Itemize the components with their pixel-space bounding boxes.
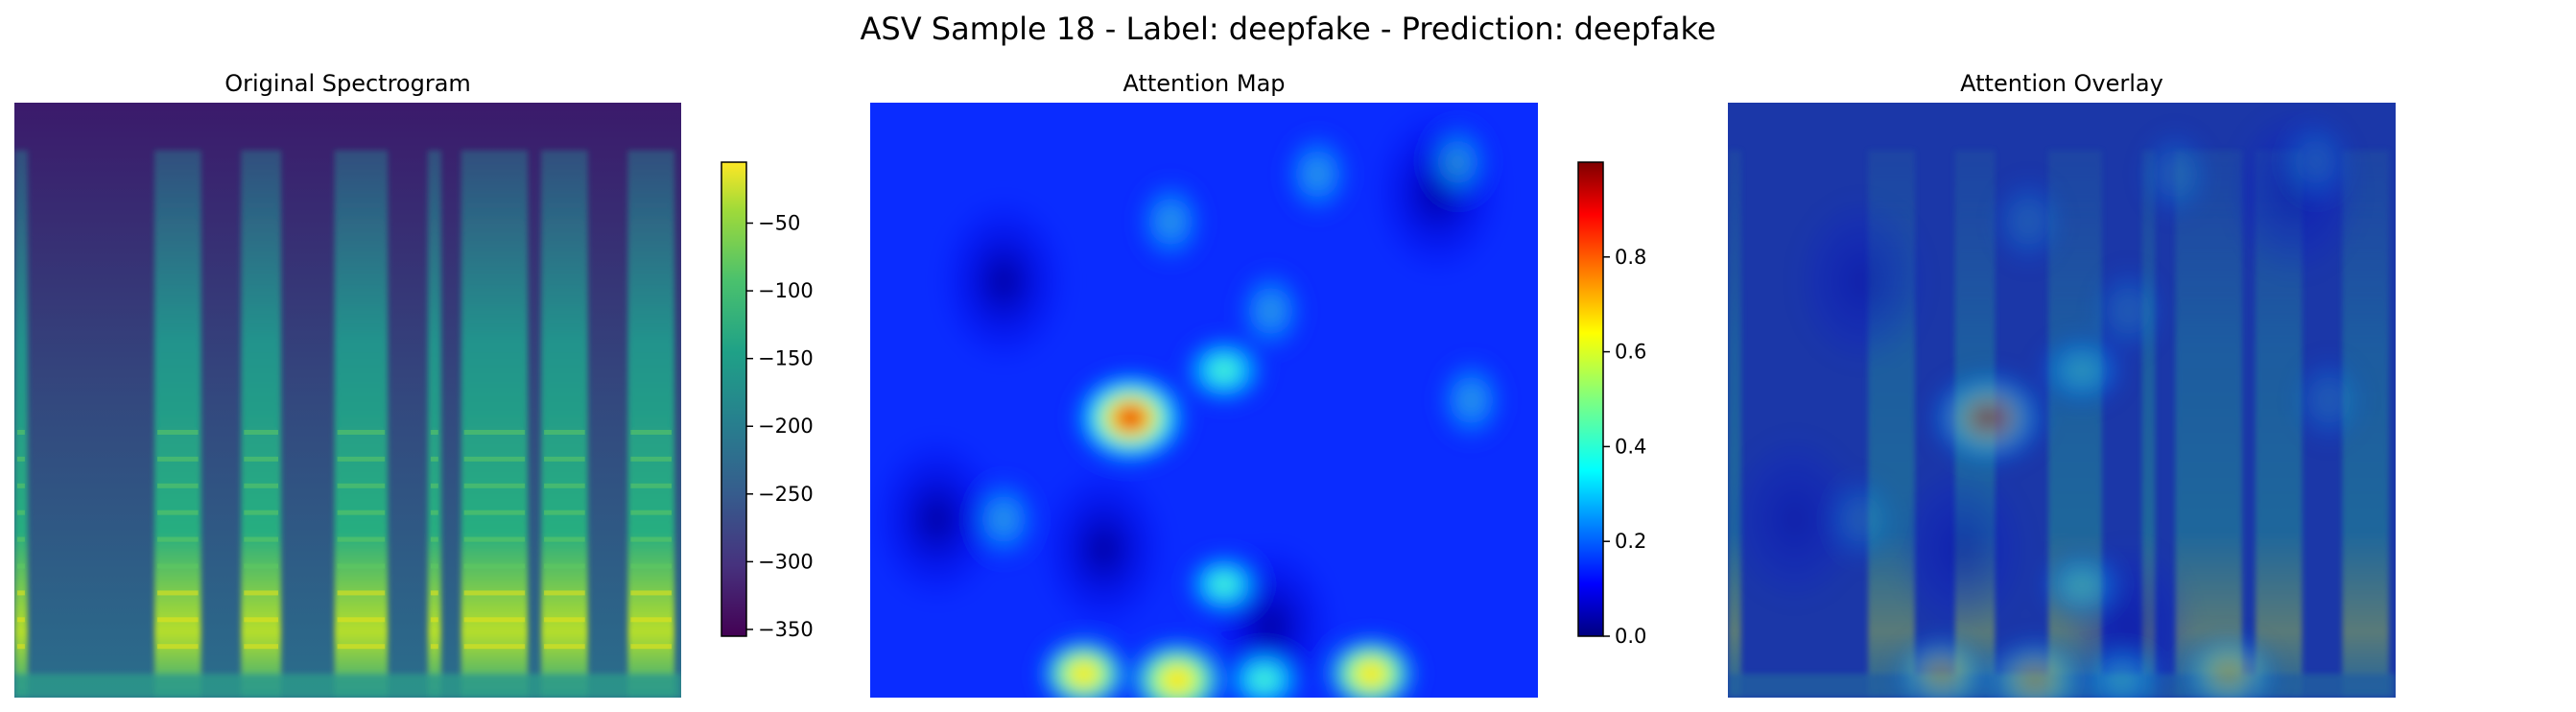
attention-hotspot [2075,642,2168,698]
voiced-segment [541,150,588,698]
voiced-segment [627,150,675,698]
attention-hotspot [1925,366,2052,470]
colorbar-tick-label: −300 [758,550,814,573]
colorbar-tick-label: −250 [758,483,814,506]
attention-hotspot [1176,331,1272,410]
voiced-segment [427,150,441,698]
voiced-segment [154,150,201,698]
colorbar-tick-label: −50 [758,212,800,235]
overlay-title: Attention Overlay [1960,70,2163,97]
attention-colorbar: 0.0 0.2 0.4 0.6 0.8 [1577,161,1646,648]
voiced-segment [461,150,529,698]
colorbar-tick-label: −100 [758,279,814,302]
attention-hotspot [1217,642,1311,698]
colorbar-tick-label: −150 [758,347,814,370]
attention-hotspot [2176,630,2281,698]
spectrogram-heatmap [14,103,681,698]
attention-hotspot [1179,548,1269,621]
attention-map-heatmap [870,103,1538,698]
figure-title: ASV Sample 18 - Label: deepfake - Predic… [860,11,1716,47]
voiced-segment [14,150,28,698]
attention-hotspot [2037,548,2127,621]
colorbar-tick-label: −200 [758,415,814,438]
voiced-segment [334,150,389,698]
voiced-segment [241,150,281,698]
colorbar-tick-label: 0.2 [1615,530,1646,553]
attention-hotspot [1890,632,1993,698]
attention-hotspot [1067,366,1194,470]
attention-hotspot [1122,634,1233,698]
colorbar-tick-label: 0.6 [1615,341,1646,364]
colorbar-tick-label: −350 [758,618,814,641]
spectrogram-title: Original Spectrogram [225,70,471,97]
attention-hotspot [1318,630,1424,698]
colorbar-tick-label: 0.0 [1615,625,1646,648]
colorbar-tick-label: 0.8 [1615,246,1646,269]
colorbar-tick-label: 0.4 [1615,435,1646,458]
attention-map-title: Attention Map [1123,70,1286,97]
overlay-heatmap [1728,103,2396,698]
attention-hotspot [1032,632,1135,698]
attention-hotspot [1979,634,2091,698]
spectrogram-colorbar: −50 −100 −150 −200 −250 −300 −350 [721,161,814,641]
attention-hotspot [2034,331,2130,410]
